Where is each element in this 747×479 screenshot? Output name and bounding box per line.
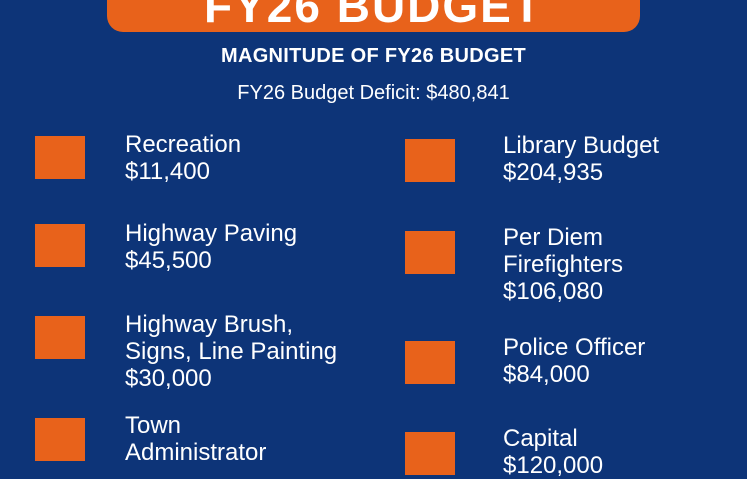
budget-item-per-diem-firefighters: Per Diem Firefighters $106,080 xyxy=(503,224,623,305)
bullet-square-icon xyxy=(405,341,455,384)
item-label: Per Diem xyxy=(503,224,604,251)
item-label: Recreation xyxy=(125,131,242,158)
item-amount: $106,080 xyxy=(503,278,604,305)
item-amount: $204,935 xyxy=(503,159,604,186)
budget-item-capital: Capital $120,000 xyxy=(503,425,603,479)
item-amount: $120,000 xyxy=(503,452,604,479)
section-heading: MAGNITUDE OF FY26 BUDGET xyxy=(221,45,526,67)
item-amount: $84,000 xyxy=(503,361,590,388)
item-label: Signs, Line Painting xyxy=(125,338,338,365)
item-label: Highway Paving xyxy=(125,220,298,247)
item-label: Capital xyxy=(503,425,578,452)
item-label: Police Officer xyxy=(503,334,646,361)
item-label: Library Budget xyxy=(503,132,660,159)
bullet-square-icon xyxy=(35,136,85,179)
bullet-square-icon xyxy=(405,139,455,182)
item-amount: $11,400 xyxy=(125,158,210,185)
item-amount: $30,000 xyxy=(125,365,212,392)
item-label: Administrator xyxy=(125,439,267,466)
title-banner: FY26 BUDGET xyxy=(107,0,640,32)
item-label: Highway Brush, xyxy=(125,311,294,338)
item-label: Town xyxy=(125,412,182,439)
budget-item-highway-paving: Highway Paving $45,500 xyxy=(125,220,297,274)
bullet-square-icon xyxy=(405,432,455,475)
budget-item-town-administrator: Town Administrator xyxy=(125,412,266,466)
deficit-summary: FY26 Budget Deficit: $480,841 xyxy=(237,82,510,104)
budget-item-library: Library Budget $204,935 xyxy=(503,132,659,186)
bullet-square-icon xyxy=(405,231,455,274)
item-amount: $45,500 xyxy=(125,247,212,274)
item-label: Firefighters xyxy=(503,251,624,278)
bullet-square-icon xyxy=(35,418,85,461)
page-title: FY26 BUDGET xyxy=(204,0,543,32)
budget-item-highway-brush: Highway Brush, Signs, Line Painting $30,… xyxy=(125,311,337,392)
budget-item-recreation: Recreation $11,400 xyxy=(125,131,241,185)
budget-item-police-officer: Police Officer $84,000 xyxy=(503,334,645,388)
bullet-square-icon xyxy=(35,224,85,267)
bullet-square-icon xyxy=(35,316,85,359)
